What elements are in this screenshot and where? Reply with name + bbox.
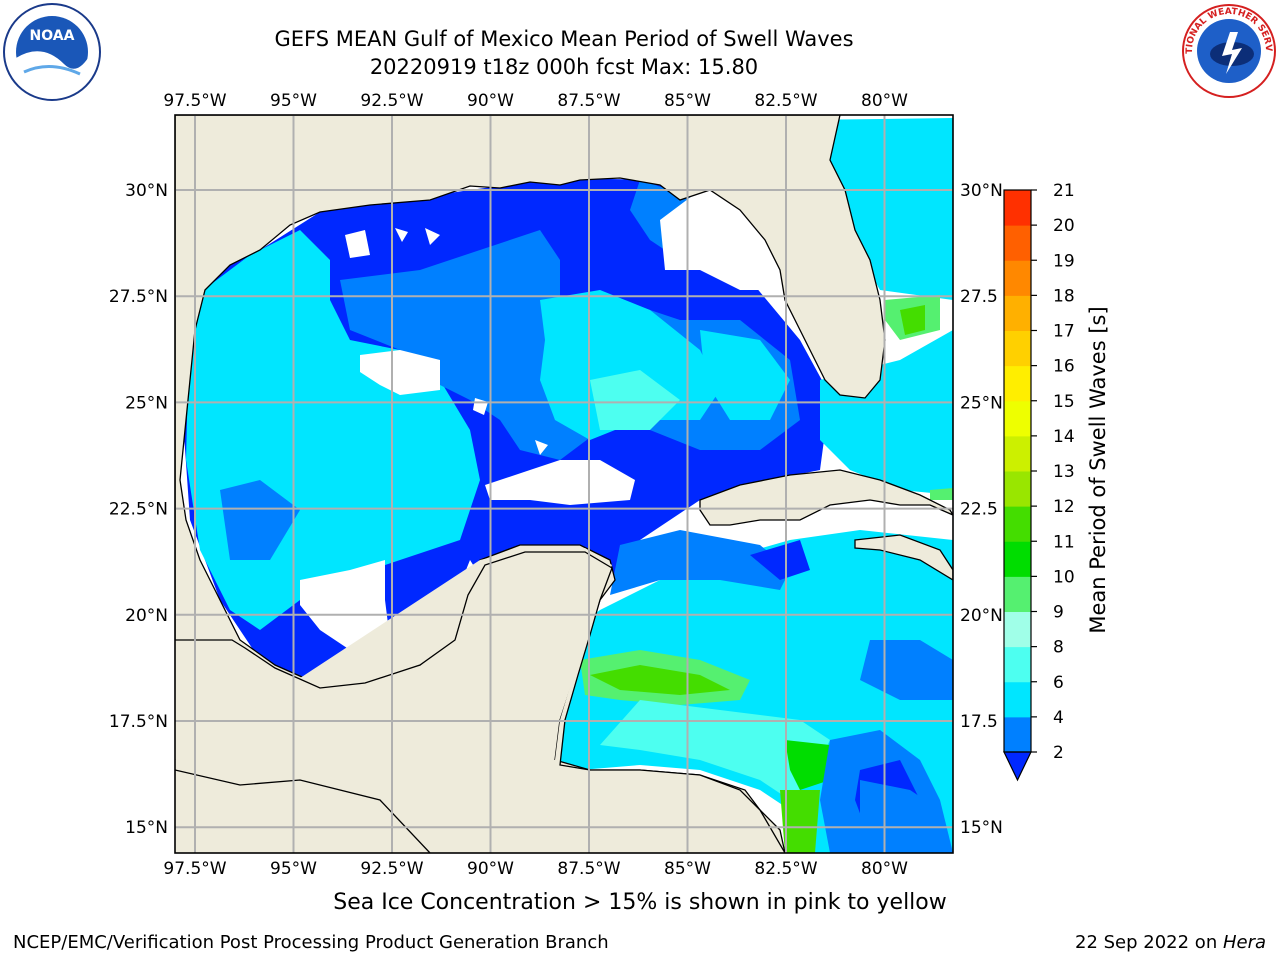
colorbar-tick-label: 11 [1053,532,1075,552]
colorbar-tick-label: 10 [1053,567,1075,587]
lon-tick-label-top: 92.5°W [360,91,423,111]
lat-tick-label-right: 20°N [960,606,1003,626]
lon-tick-label-bottom: 80°W [861,859,908,879]
colorbar-segment [1004,330,1031,367]
colorbar-tick-label: 17 [1053,322,1075,342]
colorbar-segment [1004,260,1031,296]
colorbar-tick-label: 20 [1053,216,1075,236]
undefined-holes [300,190,775,650]
colorbar-tick-label: 21 [1053,181,1075,201]
swell-field-caribbean [555,295,953,853]
lat-tick-label-left: 27.5°N [109,287,168,307]
lat-tick-label-right: 27.5 [960,287,998,307]
lat-tick-label-right: 17.5 [960,712,998,732]
map-area [175,115,953,853]
footer-date-text: 22 Sep 2022 on [1075,932,1223,953]
colorbar-segment [1004,225,1031,261]
lat-tick-label-right: 15°N [960,818,1003,838]
colorbar-tick-label: 2 [1053,743,1064,763]
noaa-logo-icon: NOAA [3,3,101,101]
lat-tick-label-right: 25°N [960,393,1003,413]
colorbar-tick-label: 4 [1053,708,1064,728]
colorbar-tick-label: 12 [1053,497,1075,517]
colorbar-segment [1004,681,1031,718]
colorbar-segment [1004,471,1031,507]
colorbar-segment [1004,190,1031,226]
lon-tick-label-bottom: 85°W [664,859,711,879]
lon-tick-label-top: 97.5°W [163,91,226,111]
colorbar-tick-label: 15 [1053,392,1075,412]
lat-tick-label-right: 30°N [960,181,1003,201]
lon-tick-label-bottom: 82.5°W [754,859,817,879]
footer-host: Hera [1222,932,1266,953]
lat-tick-label-left: 15°N [125,818,168,838]
colorbar-segment [1004,365,1031,402]
map-title: GEFS MEAN Gulf of Mexico Mean Period of … [274,27,854,51]
map-subtitle: 20220919 t18z 000h fcst Max: 15.80 [369,55,759,79]
lon-tick-label-bottom: 95°W [270,859,317,879]
colorbar-segment [1004,506,1031,542]
colorbar-extend-arrow [1003,751,1032,782]
lat-tick-label-right: 22.5 [960,500,998,520]
colorbar-segment [1004,611,1031,648]
lat-tick-label-left: 25°N [125,393,168,413]
colorbar-segment [1004,435,1031,472]
svg-text:NOAA: NOAA [30,28,75,44]
lat-tick-label-left: 20°N [125,606,168,626]
lon-tick-label-bottom: 90°W [467,859,514,879]
colorbar-tick-label: 16 [1053,357,1075,377]
lon-tick-label-top: 95°W [270,91,317,111]
colorbar-segment [1004,400,1031,437]
graticule [175,115,953,853]
axis-labels: 97.5°W 97.5°W 95°W 95°W 92.5°W 92.5°W 90°W 90°W… [109,91,1003,879]
colorbar-tick-label: 8 [1053,638,1064,658]
colorbar-segment [1004,716,1031,753]
colorbar-segment [1004,541,1031,577]
footer-date: 22 Sep 2022 on Hera [1075,932,1266,953]
sea-ice-note: Sea Ice Concentration > 15% is shown in … [333,890,947,915]
colorbar-label: Mean Period of Swell Waves [s] [1086,306,1110,634]
colorbar-segment [1004,646,1031,683]
colorbar-segment [1004,295,1031,331]
nws-logo-icon: NATIONAL WEATHER SERVICE [1180,2,1276,98]
lon-tick-label-top: 80°W [861,91,908,111]
colorbar-tick-label: 9 [1053,603,1064,623]
lat-tick-label-left: 17.5°N [109,712,168,732]
lon-tick-label-top: 87.5°W [557,91,620,111]
colorbar-tick-label: 6 [1053,673,1064,693]
lon-tick-label-top: 85°W [664,91,711,111]
colorbar-tick-label: 19 [1053,251,1075,271]
lat-tick-label-left: 22.5°N [109,500,168,520]
footer-credit: NCEP/EMC/Verification Post Processing Pr… [13,932,609,953]
lon-tick-label-top: 82.5°W [754,91,817,111]
colorbar-tick-label: 18 [1053,286,1075,306]
colorbar-segment [1004,576,1031,612]
colorbar: 2 4 6 8 9 10 11 12 13 14 15 16 17 18 19 20 21 [1003,181,1075,782]
colorbar-tick-label: 13 [1053,462,1075,482]
lon-tick-label-bottom: 92.5°W [360,859,423,879]
lon-tick-label-bottom: 87.5°W [557,859,620,879]
lat-tick-label-left: 30°N [125,181,168,201]
colorbar-tick-label: 14 [1053,427,1075,447]
lon-tick-label-top: 90°W [467,91,514,111]
map-frame [174,114,954,854]
lon-tick-label-bottom: 97.5°W [163,859,226,879]
